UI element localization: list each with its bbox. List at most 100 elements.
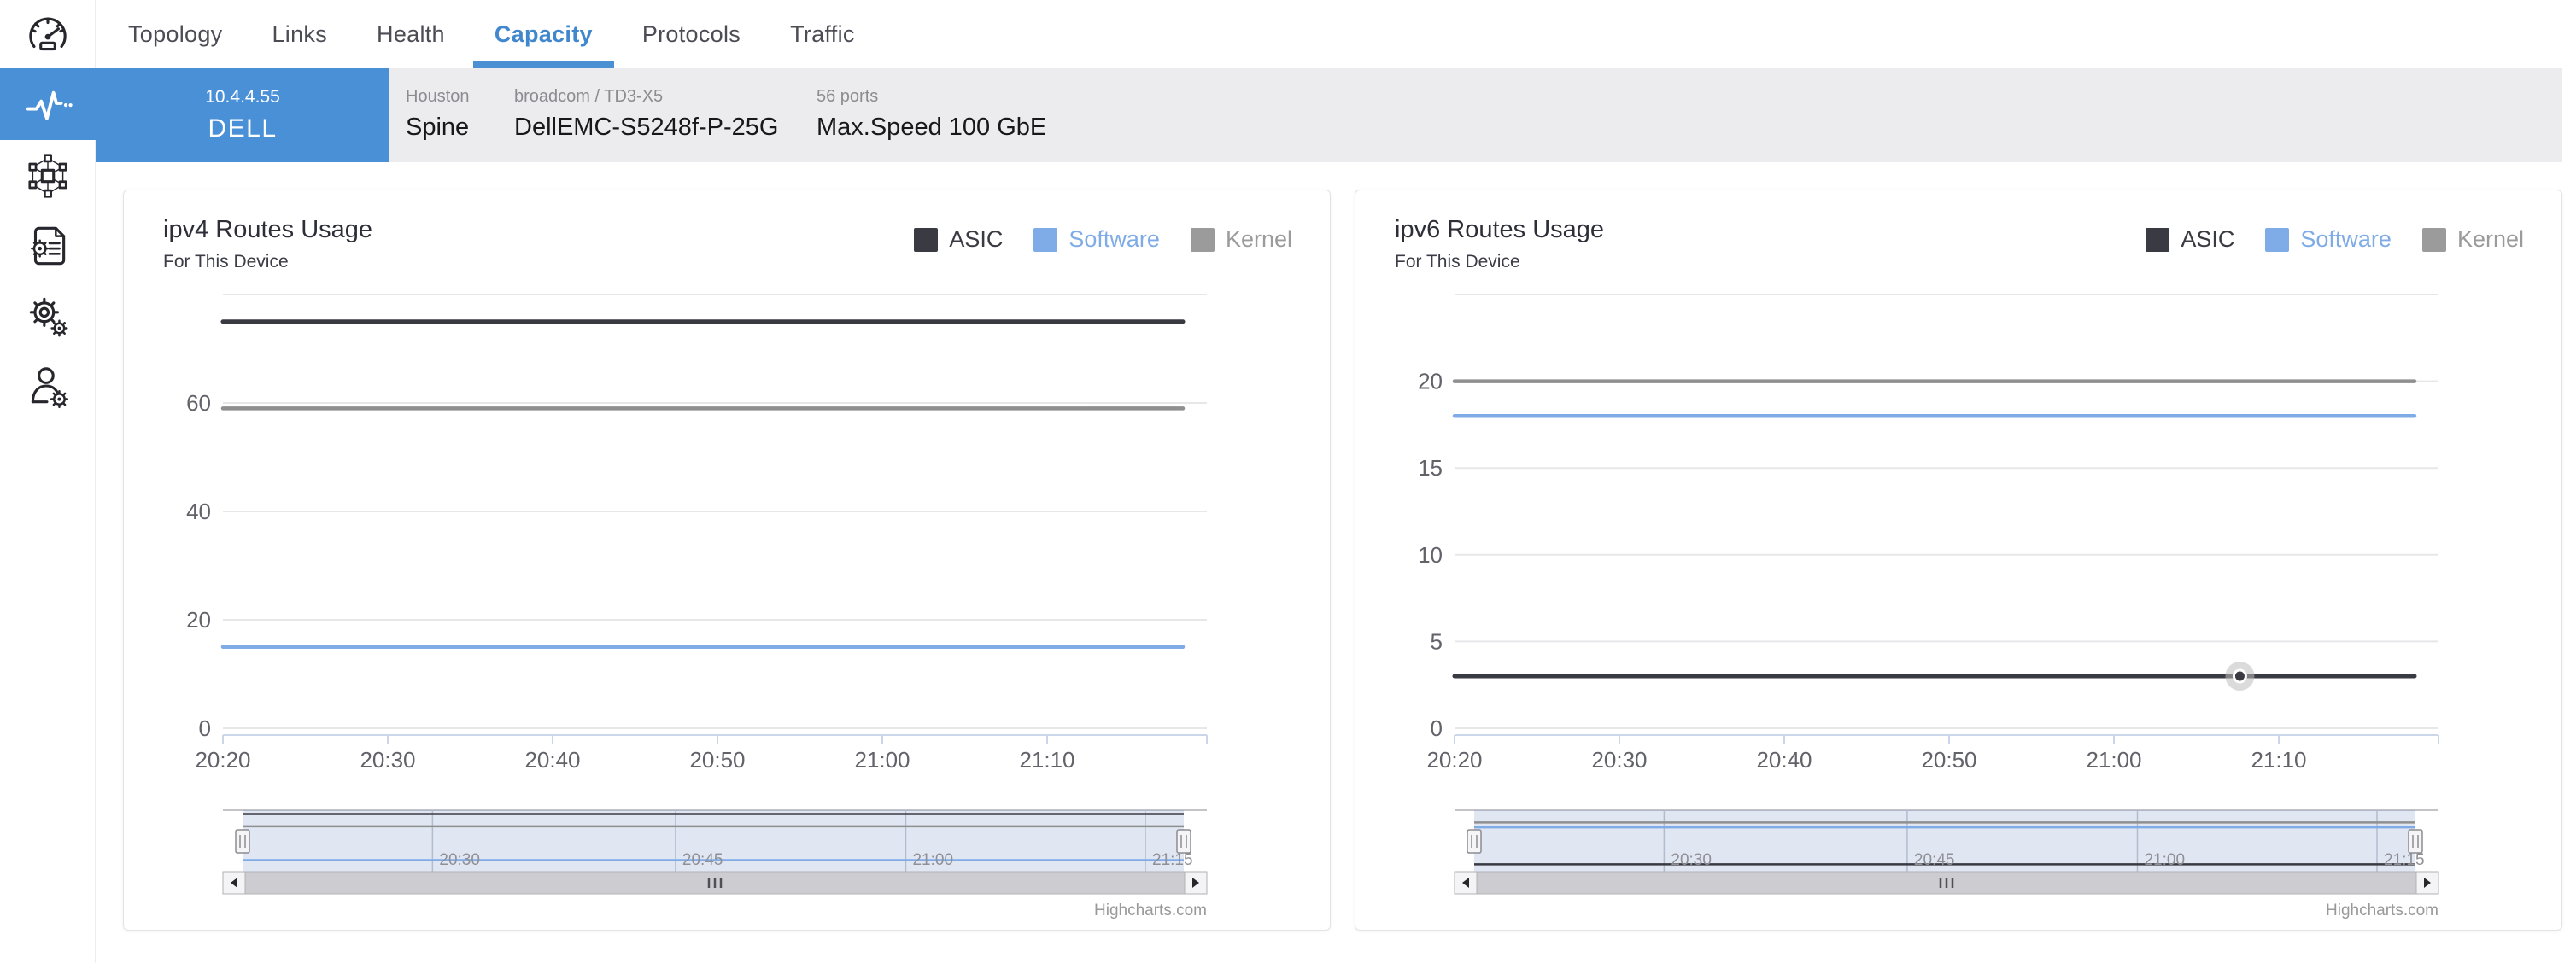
scrollbar-left-arrow-icon: [1462, 878, 1469, 888]
y-axis-label: 15: [1418, 455, 1443, 481]
legend-swatch: [1033, 227, 1058, 252]
device-name: DELL: [208, 114, 278, 143]
topology-mesh-icon[interactable]: [0, 140, 96, 212]
x-axis-label: 20:50: [1921, 747, 1976, 773]
device-field-label: Houston: [406, 87, 470, 106]
legend-item-kernel[interactable]: Kernel: [1190, 226, 1292, 253]
highcharts-credits[interactable]: Highcharts.com: [2326, 902, 2438, 919]
scrollbar-right-arrow-icon: [2424, 878, 2431, 888]
settings-gears-icon[interactable]: [0, 280, 96, 352]
navigator-label: 20:45: [682, 851, 723, 869]
navigator-handle-right[interactable]: [1176, 829, 1191, 854]
x-axis-label: 21:00: [854, 747, 910, 773]
chart-card-ipv4: ipv4 Routes Usage For This Device ASIC Soft…: [123, 190, 1331, 931]
navigator-label: 21:00: [2144, 851, 2185, 869]
legend-swatch: [914, 227, 939, 252]
x-axis-label: 20:30: [360, 747, 415, 773]
device-field-label: broadcom / TD3-X5: [514, 87, 664, 106]
activity-pulse-icon[interactable]: [0, 68, 96, 140]
x-axis-label: 21:00: [2086, 747, 2141, 773]
x-axis-label: 21:10: [1019, 747, 1074, 773]
device-field-label: 56 ports: [817, 87, 879, 106]
tab-topology[interactable]: Topology: [128, 20, 223, 47]
document-gear-icon[interactable]: [0, 210, 96, 282]
tab-health[interactable]: Health: [377, 20, 445, 47]
legend-label: Kernel: [1225, 226, 1292, 252]
device-field-value: Max.Speed 100 GbE: [817, 114, 1047, 141]
legend-label: Software: [1068, 226, 1160, 252]
user-gear-icon[interactable]: [0, 350, 96, 422]
legend-item-software[interactable]: Software: [2265, 226, 2392, 253]
chart-subtitle: For This Device: [163, 252, 289, 271]
tab-protocols[interactable]: Protocols: [641, 20, 741, 47]
tab-capacity[interactable]: Capacity: [472, 0, 614, 68]
tab-bar: Topology Links Health Capacity Protocols Traf…: [128, 0, 855, 68]
series-point-marker: [2225, 662, 2255, 692]
chart-plot-ipv4: 0 20 40 60 20:20 20:30 20:40 20:50 21:00 21:10 20:…: [186, 294, 1208, 919]
tab-traffic[interactable]: Traffic: [790, 20, 855, 47]
navigator-label: 21:15: [2384, 851, 2425, 869]
chart-title: ipv4 Routes Usage: [163, 216, 373, 243]
x-axis-label: 20:40: [1756, 747, 1812, 773]
legend-swatch: [2265, 227, 2290, 252]
navigator-mask[interactable]: [243, 810, 1184, 872]
scrollbar-left-arrow-icon: [231, 878, 237, 888]
navigator-label: 20:45: [1914, 851, 1955, 869]
y-axis-label: 20: [1418, 369, 1443, 394]
legend-label: Kernel: [2456, 226, 2524, 252]
device-info-bar: 10.4.4.55 DELL Houston Spine broadcom / TD…: [96, 68, 2562, 162]
chart-legend: ASIC Software Kernel: [2146, 226, 2524, 253]
chart-legend: ASIC Software Kernel: [914, 226, 1292, 253]
y-axis-label: 40: [186, 499, 211, 524]
navigator-handle-left[interactable]: [1467, 829, 1482, 854]
x-axis-label: 21:10: [2251, 747, 2306, 773]
device-ip: 10.4.4.55: [205, 87, 280, 107]
tab-links[interactable]: Links: [272, 20, 328, 47]
device-field-value: Spine: [406, 114, 470, 141]
navigator-handle-body: [235, 829, 250, 854]
navigator-handle-body: [1176, 829, 1191, 854]
sidebar: [0, 0, 96, 963]
x-axis-label: 20:50: [689, 747, 745, 773]
chart-plot-ipv6: 0 5 10 15 20 20:20 20:30 20:40 20:50 21:00 21:10 20…: [1418, 294, 2439, 919]
marker-dot: [2234, 671, 2245, 681]
navigator-handle-left[interactable]: [235, 829, 250, 854]
legend-item-software[interactable]: Software: [1033, 226, 1160, 253]
legend-swatch: [1190, 227, 1215, 252]
x-axis-label: 20:30: [1591, 747, 1647, 773]
scrollbar-right-arrow-icon: [1192, 878, 1199, 888]
navigator-label: 20:30: [439, 851, 480, 869]
gauge-logo-icon[interactable]: [0, 5, 96, 63]
chart-title: ipv6 Routes Usage: [1395, 216, 1605, 243]
device-card[interactable]: 10.4.4.55 DELL: [96, 68, 389, 162]
y-axis-label: 60: [186, 390, 211, 416]
navigator-mask[interactable]: [1474, 810, 2415, 872]
device-field: broadcom / TD3-X5 DellEMC-S5248f-P-25G: [514, 68, 778, 162]
legend-label: ASIC: [2181, 226, 2235, 252]
y-axis-label: 20: [186, 607, 211, 633]
chart-cards-row: ipv4 Routes Usage For This Device ASIC Soft…: [123, 190, 2562, 931]
y-axis-label: 0: [1431, 715, 1443, 741]
x-axis-label: 20:20: [195, 747, 250, 773]
legend-label: Software: [2300, 226, 2392, 252]
legend-item-asic[interactable]: ASIC: [914, 226, 1003, 253]
y-axis-label: 10: [1418, 542, 1443, 568]
x-axis-label: 20:20: [1426, 747, 1482, 773]
top-nav: Topology Links Health Capacity Protocols Traf…: [0, 0, 2576, 68]
navigator-handle-right[interactable]: [2408, 829, 2423, 854]
navigator-label: 21:15: [1152, 851, 1193, 869]
highcharts-credits[interactable]: Highcharts.com: [1094, 902, 1207, 919]
y-axis-label: 5: [1431, 628, 1443, 654]
chart-subtitle: For This Device: [1395, 252, 1520, 271]
navigator-label: 21:00: [912, 851, 953, 869]
y-axis-label: 0: [199, 715, 211, 741]
legend-item-kernel[interactable]: Kernel: [2421, 226, 2524, 253]
chart-card-ipv6: ipv6 Routes Usage For This Device ASIC Soft…: [1355, 190, 2562, 931]
legend-label: ASIC: [949, 226, 1004, 252]
legend-swatch: [2421, 227, 2446, 252]
legend-item-asic[interactable]: ASIC: [2146, 226, 2234, 253]
device-field-value: DellEMC-S5248f-P-25G: [514, 114, 779, 141]
x-axis-label: 20:40: [524, 747, 580, 773]
navigator-label: 20:30: [1671, 851, 1712, 869]
navigator-handle-body: [2408, 829, 2423, 854]
